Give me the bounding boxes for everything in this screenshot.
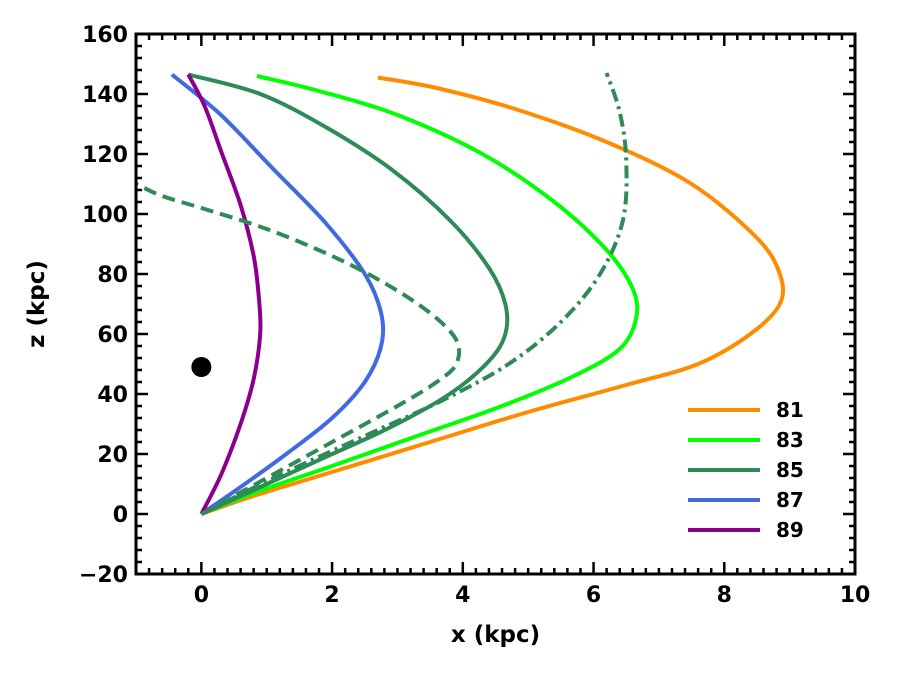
plot-frame [134, 32, 857, 576]
legend: 81 83 85 87 89 [688, 398, 804, 542]
x-tick-label: 0 [194, 583, 209, 608]
series-line-83 [200, 74, 640, 516]
series-line-81 [200, 75, 786, 516]
data-point-0 [191, 357, 212, 377]
y-tick-label: 120 [82, 143, 128, 168]
series-layer [135, 72, 786, 516]
x-tick-label: 6 [586, 583, 601, 608]
x-tick-label: 10 [840, 583, 871, 608]
y-tick-label: 100 [82, 203, 128, 228]
series-line-dashed-5 [135, 182, 462, 516]
x-tick-label: 4 [455, 583, 470, 608]
y-tick-label: −20 [79, 563, 128, 588]
y-tick-label: 160 [82, 23, 128, 48]
y-tick-label: 60 [97, 323, 128, 348]
x-tick-label: 2 [324, 583, 339, 608]
legend-label-87: 87 [776, 488, 804, 512]
y-tick-label: 20 [97, 443, 128, 468]
legend-label-81: 81 [776, 398, 804, 422]
y-tick-label: 0 [113, 503, 128, 528]
y-tick-label: 40 [97, 383, 128, 408]
legend-label-83: 83 [776, 428, 804, 452]
points-layer [191, 357, 212, 377]
legend-label-85: 85 [776, 458, 804, 482]
y-axis-label: z (kpc) [24, 260, 50, 348]
legend-label-89: 89 [776, 518, 804, 542]
y-tick-label: 80 [97, 263, 128, 288]
x-tick-label: 8 [717, 583, 732, 608]
series-line-dashdot-6 [200, 72, 629, 516]
y-tick-label: 140 [82, 83, 128, 108]
series-line-89 [186, 73, 263, 515]
series-line-87 [170, 72, 386, 516]
series-line-85 [187, 72, 510, 516]
ticks-layer: 0 2 4 6 8 10 −20 0 20 40 60 80 100 120 140 160 [79, 23, 870, 608]
x-axis-label: x (kpc) [451, 622, 540, 648]
